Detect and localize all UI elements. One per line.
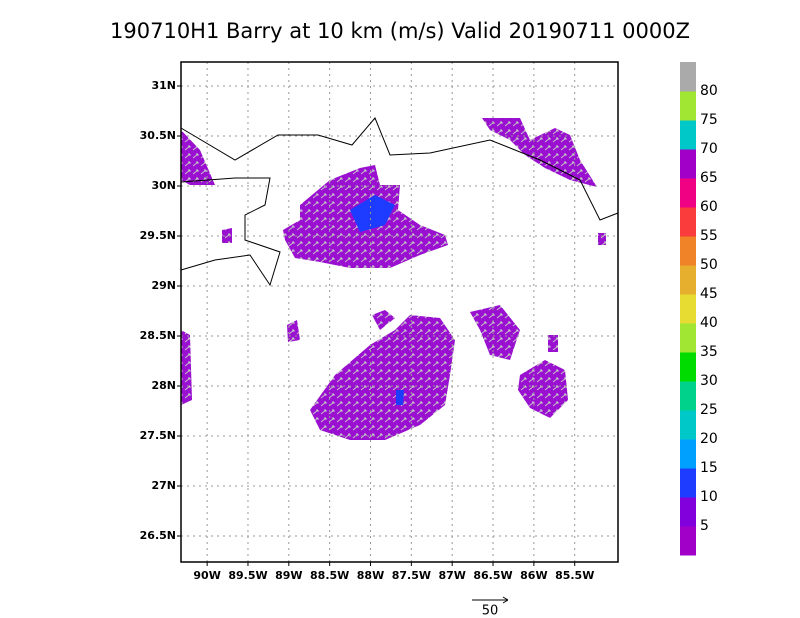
y-tick-label: 28.5N	[140, 329, 176, 342]
colorbar-swatch	[680, 62, 696, 92]
colorbar-label: 25	[700, 402, 718, 418]
colorbar-label: 60	[700, 199, 718, 215]
y-tick-label: 28N	[151, 379, 176, 392]
colorbar-label: 70	[700, 141, 718, 157]
colorbar-swatch	[680, 497, 696, 527]
x-tick-label: 89W	[275, 569, 302, 582]
colorbar-label: 65	[700, 170, 718, 186]
coastline	[180, 117, 619, 287]
x-tick-label: 88.5W	[310, 569, 349, 582]
y-tick-label: 26.5N	[140, 529, 176, 542]
colorbar-swatch	[680, 294, 696, 324]
colorbar-label: 50	[700, 257, 718, 273]
y-tick-label: 27.5N	[140, 429, 176, 442]
colorbar-label: 20	[700, 431, 718, 447]
y-tick-label: 30.5N	[140, 129, 176, 142]
colorbar-label: 80	[700, 83, 718, 99]
title: 190710H1 Barry at 10 km (m/s) Valid 2019…	[110, 19, 690, 43]
colorbar-swatch	[680, 526, 696, 556]
vector-key-label: 50	[482, 604, 499, 618]
colorbar-label: 5	[700, 518, 709, 534]
x-tick-label: 85.5W	[555, 569, 594, 582]
colorbar-swatch	[680, 323, 696, 353]
colorbar-label: 35	[700, 344, 718, 360]
x-tick-label: 89.5W	[228, 569, 267, 582]
grid	[181, 62, 618, 562]
x-tick-label: 86W	[520, 569, 547, 582]
colorbar-label: 75	[700, 112, 718, 128]
colorbar: 5 10 15 20 25 30 35 40 45 50 55 60 65 70 75 80	[680, 62, 718, 556]
colorbar-label: 30	[700, 373, 718, 389]
colorbar-swatch	[680, 149, 696, 179]
colorbar-swatch	[680, 352, 696, 382]
colorbar-swatch	[680, 410, 696, 440]
colorbar-label: 10	[700, 489, 718, 505]
colorbar-label: 40	[700, 315, 718, 331]
colorbar-swatch	[680, 120, 696, 150]
colorbar-swatch	[680, 91, 696, 121]
colorbar-swatch	[680, 265, 696, 295]
x-tick-label: 88W	[357, 569, 384, 582]
colorbar-label: 55	[700, 228, 718, 244]
y-tick-label: 31N	[151, 79, 176, 92]
colorbar-swatch	[680, 178, 696, 208]
x-tick-label: 87W	[438, 569, 465, 582]
colorbar-swatch	[680, 236, 696, 266]
colorbar-label: 45	[700, 286, 718, 302]
colorbar-swatch	[680, 381, 696, 411]
wind-field	[181, 118, 606, 440]
vector-key-head	[502, 596, 509, 604]
y-tick-label: 29.5N	[140, 229, 176, 242]
colorbar-label: 15	[700, 460, 718, 476]
x-tick-label: 90W	[193, 569, 220, 582]
y-tick-label: 30N	[151, 179, 176, 192]
y-tick-label: 29N	[151, 279, 176, 292]
x-tick-label: 86.5W	[473, 569, 512, 582]
x-tick-label: 87.5W	[392, 569, 431, 582]
colorbar-swatch	[680, 207, 696, 237]
map-frame	[180, 61, 619, 563]
colorbar-swatch	[680, 439, 696, 469]
y-tick-label: 27N	[151, 479, 176, 492]
colorbar-swatch	[680, 468, 696, 498]
